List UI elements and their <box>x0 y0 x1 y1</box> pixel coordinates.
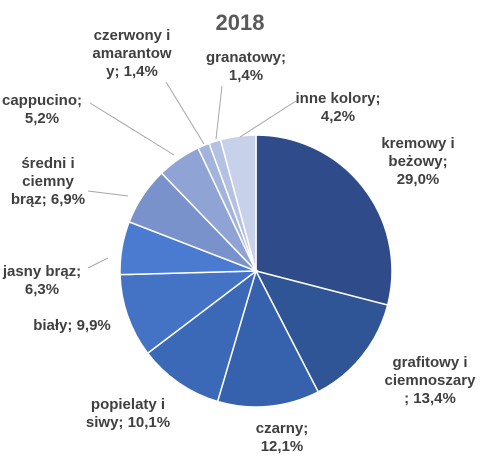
chart-title: 2018 <box>216 10 265 35</box>
data-label-line: 12,1% <box>261 438 304 455</box>
data-label-bialy: biały; 9,9% <box>33 317 111 334</box>
data-label-line: beżowy; <box>388 153 447 170</box>
data-label-grafitowy-i-ciemnoszary: grafitowy i ciemnoszary; 13,4% <box>385 354 477 407</box>
data-label-czarny: czarny; 12,1% <box>256 420 309 455</box>
data-label-line: 5,2% <box>25 110 59 127</box>
data-label-line: 1,4% <box>229 67 263 84</box>
pie-slice-popielaty-i-siwy <box>146 269 258 403</box>
pie-slice-grafitowy-i-ciemnoszary <box>254 269 389 393</box>
leader-line-sredni-i-ciemny-braz <box>87 190 129 197</box>
leader-line-jasny-braz <box>87 257 109 269</box>
data-label-line: 29,0% <box>397 171 440 188</box>
data-label-sredni-i-ciemny-braz: średni i ciemny brąz; 6,9% <box>11 155 85 208</box>
pie-slice-bialy <box>119 270 259 355</box>
data-label-line: grafitowy i <box>392 354 467 371</box>
data-labels: kremowy i beżowy; 29,0% grafitowy i ciemnosz… <box>2 27 476 455</box>
pie-slices <box>119 134 393 408</box>
data-label-line: amarantow <box>92 45 172 62</box>
pie-slice-czarny <box>216 268 320 408</box>
data-label-line: inne kolory; <box>295 90 380 107</box>
leader-line-granatowy <box>215 85 223 140</box>
data-label-line: siwy; 10,1% <box>86 414 170 431</box>
data-label-line: cappucino; <box>2 92 82 109</box>
data-label-line: granatowy; <box>206 49 286 66</box>
leader-line-cappucino <box>89 102 175 156</box>
data-label-line: czarny; <box>256 420 309 437</box>
data-label-line: biały; 9,9% <box>33 317 111 334</box>
data-label-line: y; 1,4% <box>106 63 158 80</box>
data-label-inne-kolory: inne kolory; 4,2% <box>295 90 380 125</box>
data-label-line: średni i <box>21 155 74 172</box>
data-label-cappucino: cappucino; 5,2% <box>2 92 82 127</box>
data-label-kremowy-i-bezowy: kremowy i beżowy; 29,0% <box>381 135 454 188</box>
leader-lines <box>87 81 297 269</box>
data-label-popielaty-i-siwy: popielaty i siwy; 10,1% <box>86 396 170 431</box>
data-label-jasny-braz: jasny brąz; 6,3% <box>2 263 81 298</box>
pie-slice-kremowy-i-bezowy <box>255 134 393 306</box>
data-label-line: 4,2% <box>321 108 355 125</box>
pie-slice-inne-kolory <box>219 134 257 272</box>
data-label-line: ; 13,4% <box>404 390 456 407</box>
data-label-line: jasny brąz; <box>2 263 81 280</box>
data-label-line: 6,3% <box>25 281 59 298</box>
leader-line-czerwony-i-amarantowy <box>165 81 205 145</box>
data-label-granatowy: granatowy; 1,4% <box>206 49 286 84</box>
data-label-czerwony-i-amarantowy: czerwony i amarantow y; 1,4% <box>92 27 172 80</box>
leader-line-inne-kolory <box>239 100 297 138</box>
data-label-line: ciemnoszary <box>385 372 477 389</box>
data-label-line: brąz; 6,9% <box>11 191 85 208</box>
data-label-line: popielaty i <box>91 396 165 413</box>
data-label-line: ciemny <box>22 173 74 190</box>
data-label-line: kremowy i <box>381 135 454 152</box>
data-label-line: czerwony i <box>94 27 171 44</box>
